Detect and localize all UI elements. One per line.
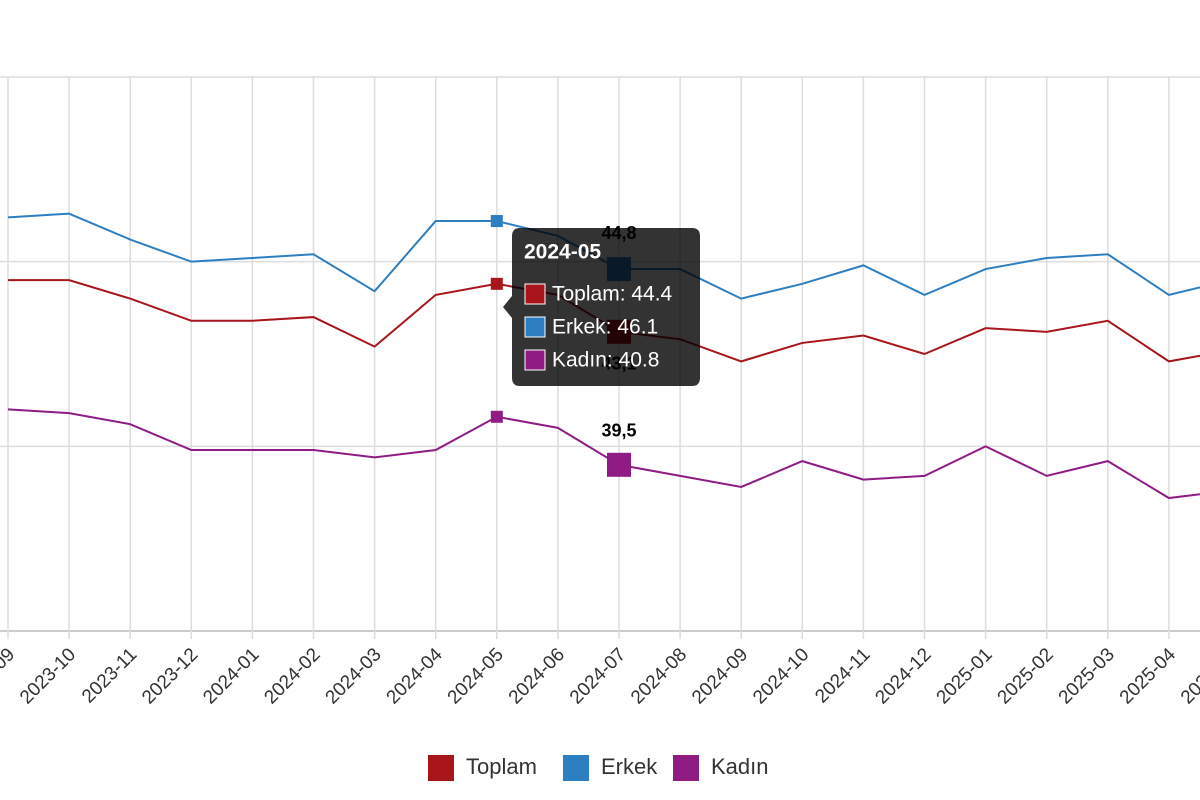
legend-label: Toplam <box>466 754 537 779</box>
x-tick-label: 2023-11 <box>78 644 141 707</box>
legend-swatch <box>428 755 454 781</box>
point <box>490 410 503 423</box>
legend-swatch <box>563 755 589 781</box>
tooltip-swatch <box>524 316 546 338</box>
tooltip-item: Erkek: 46.1 <box>552 316 658 339</box>
x-tick-label: 2024-12 <box>871 644 935 708</box>
x-tick-label: 2024-02 <box>260 644 324 708</box>
x-tick-label: 2024-01 <box>199 644 263 708</box>
x-tick-label: 2024-05 <box>444 644 508 708</box>
legend-swatch <box>673 755 699 781</box>
x-tick-label: 2024-07 <box>566 644 630 708</box>
legend-label: Kadın <box>711 754 769 779</box>
data-label: 39,5 <box>601 421 636 441</box>
x-tick-label: 2024-03 <box>322 644 386 708</box>
x-tick-label: 2024-11 <box>811 644 874 707</box>
x-tick-label: 2025-02 <box>994 644 1058 708</box>
x-tick-label: 2024-04 <box>383 644 447 708</box>
x-tick-label: 2024-10 <box>749 644 813 708</box>
tooltip-item: Toplam: 44.4 <box>552 283 673 306</box>
x-tick-label: 2025-04 <box>1116 644 1180 708</box>
tooltip-title: 2024-05 <box>524 241 601 264</box>
point <box>490 277 503 290</box>
tooltip-item: Kadın: 40.8 <box>552 349 659 372</box>
tooltip-box <box>503 228 700 386</box>
x-tick-label: 2023-09 <box>0 644 19 708</box>
legend: Toplam Erkek Kadın <box>428 754 769 781</box>
tooltip: 2024-05 Toplam: 44.4 Erkek: 46.1 Kadın: 40.… <box>503 228 700 386</box>
x-tick-label: 2024-06 <box>505 644 569 708</box>
x-tick-label: 2023-10 <box>16 644 80 708</box>
x-tick-label: 2024-09 <box>688 644 752 708</box>
x-tick-label: 2023-12 <box>138 644 202 708</box>
point <box>607 452 631 477</box>
x-tick-label: 2025-01 <box>933 644 997 708</box>
x-tick-label: 2025-03 <box>1055 644 1119 708</box>
legend-label: Erkek <box>601 754 658 779</box>
tooltip-swatch <box>524 349 546 371</box>
tooltip-swatch <box>524 283 546 305</box>
point <box>490 215 503 228</box>
x-tick-label: 2024-08 <box>627 644 691 708</box>
x-tick-label: 2025-05 <box>1177 644 1200 708</box>
